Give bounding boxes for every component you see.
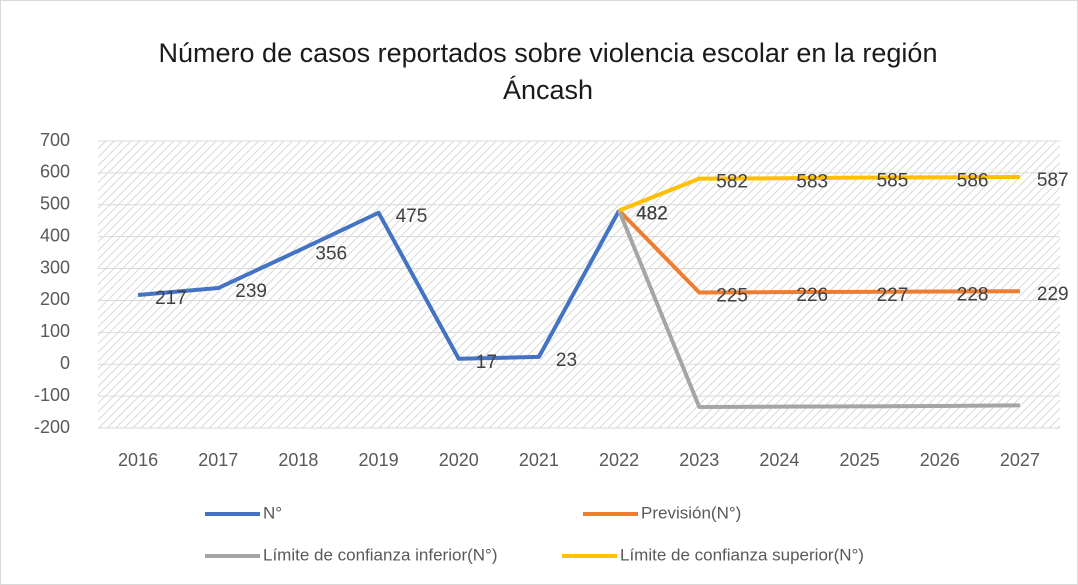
series-line (618, 175, 1020, 213)
y-tick-label: 600 (40, 162, 70, 182)
legend-label: Previsión(N°) (641, 503, 741, 522)
data-label: 228 (957, 285, 989, 306)
x-tick-label: 2027 (1000, 450, 1040, 470)
y-tick-label: -100 (34, 385, 70, 405)
y-tick-label: -200 (34, 417, 70, 437)
legend-label: Límite de confianza inferior(N°) (263, 545, 498, 564)
chart-title: Áncash (503, 75, 593, 105)
y-tick-label: 100 (40, 321, 70, 341)
x-tick-label: 2025 (840, 450, 880, 470)
data-label: 482 (636, 204, 668, 225)
y-tick-label: 400 (40, 225, 70, 245)
data-label: 217 (155, 288, 187, 309)
data-label: 482 (636, 204, 668, 225)
x-tick-label: 2018 (278, 450, 318, 470)
data-label: 482 (636, 204, 668, 225)
x-tick-label: 2024 (759, 450, 799, 470)
x-tick-label: 2017 (198, 450, 238, 470)
data-label: 585 (877, 171, 909, 192)
series-line (617, 209, 1020, 409)
x-tick-label: 2016 (118, 450, 158, 470)
x-tick-label: 2022 (599, 450, 639, 470)
legend-label: Límite de confianza superior(N°) (620, 545, 864, 564)
data-label: 229 (1037, 284, 1069, 305)
data-label: 356 (315, 244, 347, 265)
x-tick-label: 2021 (519, 450, 559, 470)
x-tick-label: 2020 (439, 450, 479, 470)
series-line (617, 209, 1020, 295)
data-label: 586 (957, 170, 989, 191)
data-label: 475 (396, 206, 428, 227)
x-tick-label: 2026 (920, 450, 960, 470)
chart-title: Número de casos reportados sobre violenc… (159, 38, 938, 68)
data-label: 239 (235, 281, 267, 302)
data-label: 583 (796, 171, 828, 192)
data-label: 17 (476, 352, 497, 373)
y-tick-label: 300 (40, 257, 70, 277)
x-tick-label: 2019 (359, 450, 399, 470)
data-label: 225 (716, 285, 748, 306)
x-tick-label: 2023 (679, 450, 719, 470)
y-tick-label: 200 (40, 289, 70, 309)
series-line (137, 209, 621, 361)
legend-label: N° (263, 503, 282, 522)
data-label: 226 (796, 285, 828, 306)
data-label: 23 (556, 350, 577, 371)
y-tick-label: 0 (60, 353, 70, 373)
y-tick-label: 500 (40, 194, 70, 214)
y-tick-label: 700 (40, 130, 70, 150)
data-label: 587 (1037, 170, 1069, 191)
data-label: 582 (716, 172, 748, 193)
data-label: 227 (877, 285, 909, 306)
